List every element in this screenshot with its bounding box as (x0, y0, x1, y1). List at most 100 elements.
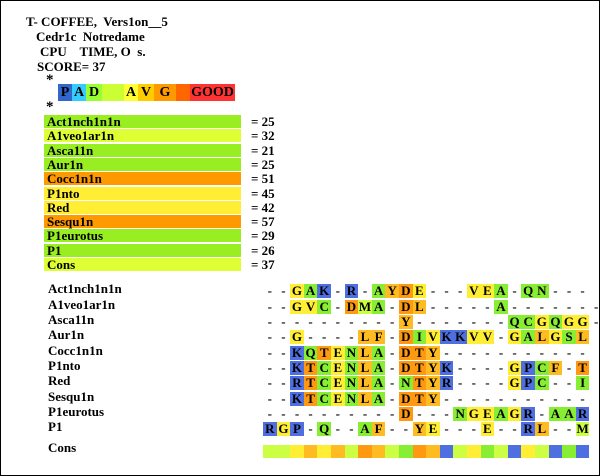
residue: L (358, 376, 372, 390)
residue: - (471, 314, 476, 329)
score-row-name: Cons (44, 258, 241, 271)
alignment-seq-name: Aur1n (48, 327, 85, 342)
score-total: SCORE= 37 (37, 59, 106, 74)
residue: G (467, 406, 481, 421)
residue: S (562, 330, 576, 344)
residue: - (281, 406, 286, 421)
residue: Q (507, 314, 522, 329)
residue: D (399, 361, 413, 375)
residue: - (566, 391, 572, 406)
residue: - (349, 421, 354, 436)
residue: D (399, 392, 413, 406)
residue: - (539, 406, 544, 421)
residue: - (498, 345, 504, 360)
residue: - (594, 299, 599, 314)
residue: - (485, 345, 490, 360)
residue: E (331, 392, 345, 406)
residue: N (535, 284, 549, 298)
residue: - (512, 345, 517, 360)
consensus-cell (371, 445, 386, 458)
residue: N (344, 376, 359, 390)
residue: C (535, 376, 549, 390)
residue: - (512, 299, 517, 314)
residue: - (444, 345, 449, 360)
residue: Y (399, 315, 413, 329)
residue: A (494, 407, 508, 421)
consensus-cell (562, 445, 576, 458)
residue: G (507, 375, 522, 390)
residue: - (430, 406, 436, 421)
residue: - (430, 299, 436, 314)
residue: - (430, 314, 436, 329)
score-row-value: = 42 (251, 199, 275, 215)
residue: A (371, 376, 386, 390)
residue: - (526, 299, 531, 314)
consensus-cell (290, 445, 304, 458)
residue: E (480, 407, 495, 421)
residue: G (562, 314, 576, 329)
residue: - (553, 283, 558, 298)
residue: L (358, 392, 372, 406)
residue: Q (521, 283, 535, 298)
residue: - (471, 299, 476, 314)
residue: E (480, 284, 495, 298)
residue: G (507, 406, 522, 421)
score-row-name: Asca11n (44, 143, 241, 157)
consensus-cell (303, 445, 318, 458)
residue: Q (548, 314, 563, 329)
residue: - (390, 391, 395, 406)
residue: - (566, 375, 572, 390)
residue: - (335, 421, 340, 436)
residue: T (303, 361, 318, 375)
residue: - (498, 314, 504, 329)
residue: T (575, 361, 590, 375)
residue: - (485, 375, 490, 390)
residue: - (566, 421, 572, 436)
residue: - (458, 391, 463, 406)
score-row-value: = 25 (251, 114, 275, 129)
residue: N (453, 407, 467, 421)
alignment-seq-name: Cocc1n1n (48, 343, 103, 358)
residue: - (294, 314, 300, 329)
score-row-value: = 57 (251, 214, 275, 230)
legend-swatch: A (72, 84, 86, 101)
residue: - (308, 406, 313, 421)
residue: N (399, 376, 413, 390)
score-row-value: = 26 (251, 242, 275, 258)
residue: L (358, 346, 372, 360)
residue: T (412, 346, 427, 360)
residue: - (390, 345, 395, 360)
residue: - (553, 299, 558, 314)
alignment-seq-name: P1eurotus (48, 404, 105, 419)
residue: - (498, 360, 504, 375)
residue: - (553, 391, 558, 406)
residue: - (403, 421, 408, 436)
consensus-cell (480, 445, 495, 458)
legend-swatch: V (138, 84, 154, 101)
residue: - (349, 406, 354, 421)
consensus-cell (399, 445, 413, 458)
legend-swatch: P (58, 84, 72, 101)
residue: - (267, 360, 272, 375)
residue: V (426, 330, 440, 344)
score-row-name: Sesqu1n (44, 215, 241, 229)
residue: C (317, 376, 331, 390)
residue: - (539, 391, 544, 406)
alignment-seq-name: A1veo1ar1n (48, 297, 116, 312)
score-row-value: = 29 (251, 228, 275, 244)
residue: - (267, 406, 272, 421)
residue: - (580, 345, 585, 360)
residue: I (575, 376, 590, 390)
residue: T (317, 346, 331, 360)
residue: L (575, 330, 590, 344)
residue: R (263, 422, 277, 436)
residue: - (580, 283, 585, 298)
residue: D (399, 284, 413, 298)
residue: - (553, 345, 558, 360)
residue: K (290, 360, 304, 375)
residue: - (485, 314, 490, 329)
residue: G (507, 329, 522, 344)
residue: D (344, 300, 359, 314)
residue: Q (317, 421, 331, 436)
residue: - (458, 421, 463, 436)
